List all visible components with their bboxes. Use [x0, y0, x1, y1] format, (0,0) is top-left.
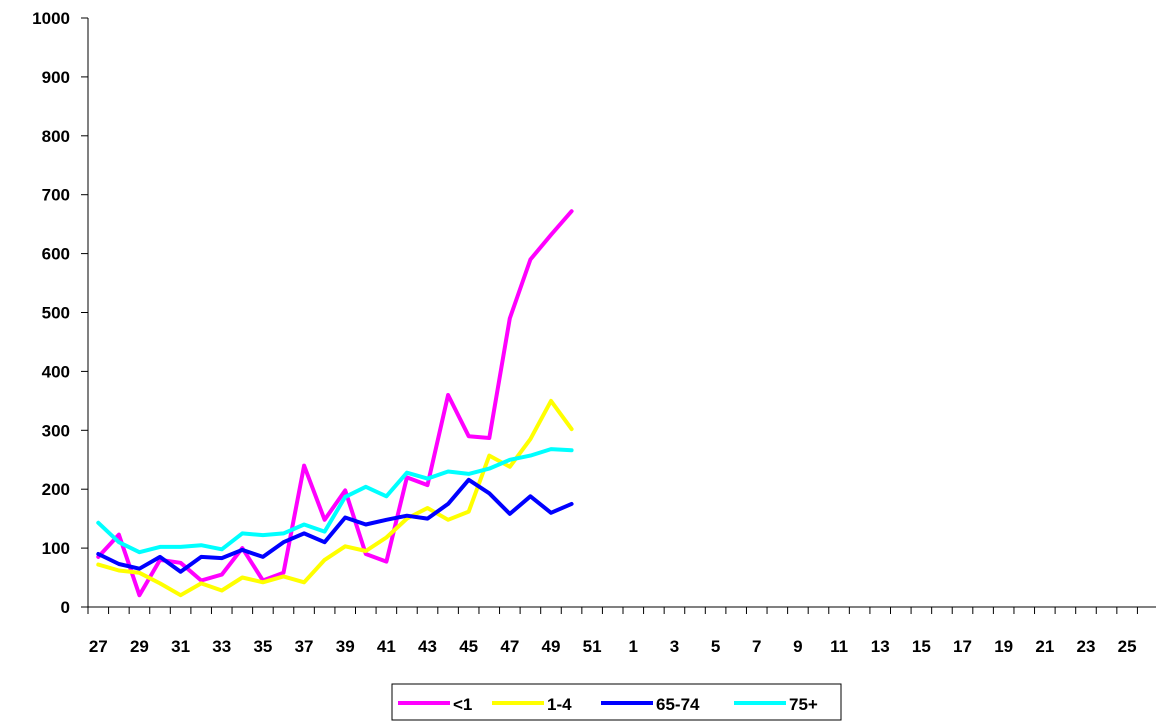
x-tick-label: 35: [253, 637, 272, 656]
x-tick-label: 43: [418, 637, 437, 656]
legend-label: 1-4: [547, 695, 572, 714]
x-tick-label: 29: [130, 637, 149, 656]
series-line-3: [96, 447, 574, 555]
x-tick-label: 3: [670, 637, 679, 656]
x-tick-label: 9: [793, 637, 802, 656]
x-tick-label: 17: [953, 637, 972, 656]
y-tick-label: 700: [42, 186, 70, 205]
y-tick-label: 500: [42, 304, 70, 323]
x-tick-label: 51: [583, 637, 602, 656]
x-tick-label: 25: [1118, 637, 1137, 656]
y-axis: 0 100 200 300 400 500 600 700 800 900 1000: [32, 9, 89, 617]
legend-label: <1: [453, 695, 472, 714]
y-tick-label: 300: [42, 421, 70, 440]
y-tick-label: 800: [42, 127, 70, 146]
legend: <1 1-4 65-74 75+: [391, 683, 842, 721]
y-tick-label: 200: [42, 480, 70, 499]
y-tick-label: 600: [42, 245, 70, 264]
x-tick-label: 37: [295, 637, 314, 656]
x-tick-label: 41: [377, 637, 396, 656]
x-tick-label: 49: [542, 637, 561, 656]
x-axis: 27 29 31 33 35 37 39 41 43 45 47 49 51 1 3 5 7 9 11 13 15 17 1…: [87, 606, 1156, 656]
x-tick-label: 1: [629, 637, 638, 656]
x-tick-label: 31: [171, 637, 190, 656]
y-tick-label: 100: [42, 539, 70, 558]
x-tick-label: 11: [830, 637, 848, 656]
series-line-1: [96, 398, 574, 598]
y-tick-label: 0: [61, 598, 70, 617]
x-tick-label: 47: [500, 637, 519, 656]
legend-label: 65-74: [656, 695, 700, 714]
x-tick-label: 13: [871, 637, 890, 656]
x-tick-label: 23: [1077, 637, 1096, 656]
x-tick-label: 5: [711, 637, 720, 656]
y-tick-label: 900: [42, 68, 70, 87]
x-tick-label: 21: [1035, 637, 1054, 656]
series-lines: [96, 209, 574, 598]
x-tick-label: 19: [994, 637, 1013, 656]
x-tick-label: 33: [212, 637, 231, 656]
x-tick-label: 39: [336, 637, 355, 656]
x-tick-label: 7: [752, 637, 761, 656]
legend-label: 75+: [789, 695, 818, 714]
x-tick-label: 15: [912, 637, 931, 656]
series-line-0: [96, 209, 574, 598]
series-line-2: [96, 477, 574, 574]
y-tick-label: 1000: [32, 9, 70, 28]
y-tick-label: 400: [42, 362, 70, 381]
x-tick-label: 45: [459, 637, 478, 656]
x-tick-label: 27: [89, 637, 108, 656]
